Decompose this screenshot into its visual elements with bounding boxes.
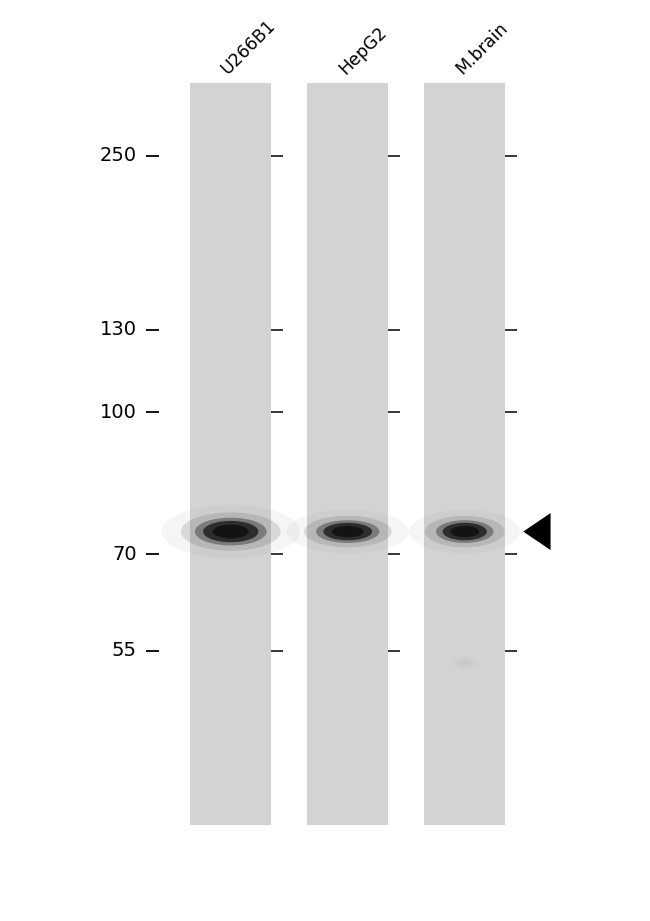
Ellipse shape xyxy=(459,659,471,666)
Ellipse shape xyxy=(316,520,380,542)
Ellipse shape xyxy=(324,523,372,541)
Text: M.brain: M.brain xyxy=(452,19,511,78)
Text: 130: 130 xyxy=(99,321,136,340)
Ellipse shape xyxy=(304,516,391,547)
Ellipse shape xyxy=(203,521,259,542)
Ellipse shape xyxy=(425,516,504,547)
Ellipse shape xyxy=(195,518,266,545)
Ellipse shape xyxy=(455,658,474,668)
Ellipse shape xyxy=(410,509,520,554)
Bar xyxy=(307,83,388,825)
Bar xyxy=(190,83,271,825)
Ellipse shape xyxy=(436,520,493,542)
Text: U266B1: U266B1 xyxy=(218,17,280,78)
Ellipse shape xyxy=(181,512,281,551)
Ellipse shape xyxy=(443,523,487,541)
Ellipse shape xyxy=(450,526,479,537)
Ellipse shape xyxy=(213,525,249,539)
Text: 55: 55 xyxy=(112,641,136,660)
Polygon shape xyxy=(523,513,551,550)
Text: HepG2: HepG2 xyxy=(335,23,390,78)
Bar xyxy=(424,83,505,825)
Text: 70: 70 xyxy=(112,545,136,564)
Ellipse shape xyxy=(162,505,300,558)
Text: 100: 100 xyxy=(99,403,136,422)
Ellipse shape xyxy=(287,509,409,554)
Text: 250: 250 xyxy=(99,146,136,166)
Ellipse shape xyxy=(332,526,363,537)
